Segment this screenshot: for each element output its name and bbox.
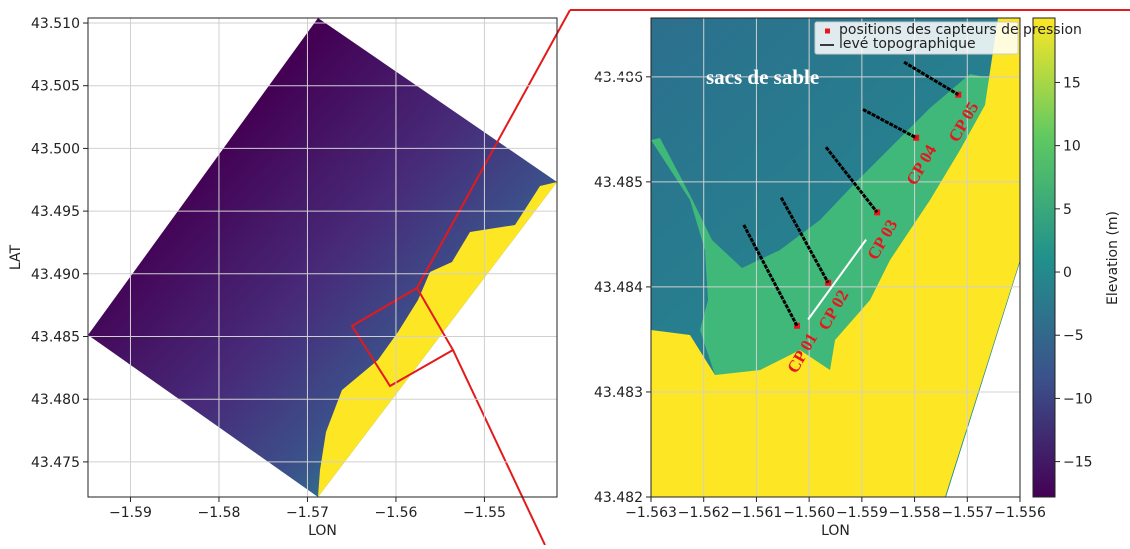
x-tick-label: −1.557 — [941, 505, 993, 521]
legend-label: levé topographique — [839, 36, 976, 52]
x-tick-label: −1.560 — [783, 505, 835, 521]
left-map-field — [88, 18, 557, 497]
x-axis-label: LON — [821, 523, 850, 539]
x-axis-label: LON — [308, 523, 337, 539]
colorbar-tick-label: 15 — [1063, 75, 1081, 91]
x-tick-label: −1.55 — [463, 505, 506, 521]
y-tick-label: 43.475 — [31, 455, 80, 471]
y-tick-label: 43.480 — [31, 392, 80, 408]
y-tick-label: 43.482 — [594, 490, 643, 506]
y-tick-label: 43.485 — [31, 329, 80, 345]
y-tick-label: 43.505 — [31, 79, 80, 95]
x-tick-label: −1.562 — [678, 505, 730, 521]
right-map-field — [651, 18, 1020, 497]
colorbar-tick-label: −5 — [1063, 328, 1084, 344]
x-tick-label: −1.558 — [889, 505, 941, 521]
x-tick-label: −1.559 — [836, 505, 888, 521]
colorbar-tick-label: −15 — [1063, 455, 1093, 471]
y-tick-label: 43.500 — [31, 141, 80, 157]
colorbar-label: Elevation (m) — [1105, 211, 1121, 305]
x-tick-label: −1.561 — [731, 505, 783, 521]
y-tick-label: 43.484 — [594, 280, 643, 296]
y-tick-label: 43.483 — [594, 385, 643, 401]
y-axis-label: LAT — [8, 244, 24, 270]
y-tick-label: 43.510 — [31, 16, 80, 32]
y-tick-label: 43.495 — [31, 204, 80, 220]
colorbar — [1033, 18, 1055, 497]
colorbar-tick-label: 0 — [1063, 265, 1072, 281]
legend-swatch — [825, 29, 830, 34]
x-tick-label: −1.556 — [994, 505, 1046, 521]
colorbar-tick-label: −10 — [1063, 391, 1093, 407]
x-tick-label: −1.59 — [109, 505, 152, 521]
x-tick-label: −1.57 — [286, 505, 329, 521]
colorbar-tick-label: 10 — [1063, 139, 1081, 155]
colorbar-tick-label: 5 — [1063, 202, 1072, 218]
y-tick-label: 43.490 — [31, 267, 80, 283]
x-tick-label: −1.56 — [374, 505, 417, 521]
x-tick-label: −1.58 — [198, 505, 241, 521]
figure: −1.59 −1.58 −1.57 −1.56 −1.55 43.475 43.480 43.… — [0, 0, 1130, 545]
x-tick-label: −1.563 — [625, 505, 677, 521]
y-tick-label: 43.485 — [594, 175, 643, 191]
annotation-text: sacs de sable — [706, 65, 819, 89]
